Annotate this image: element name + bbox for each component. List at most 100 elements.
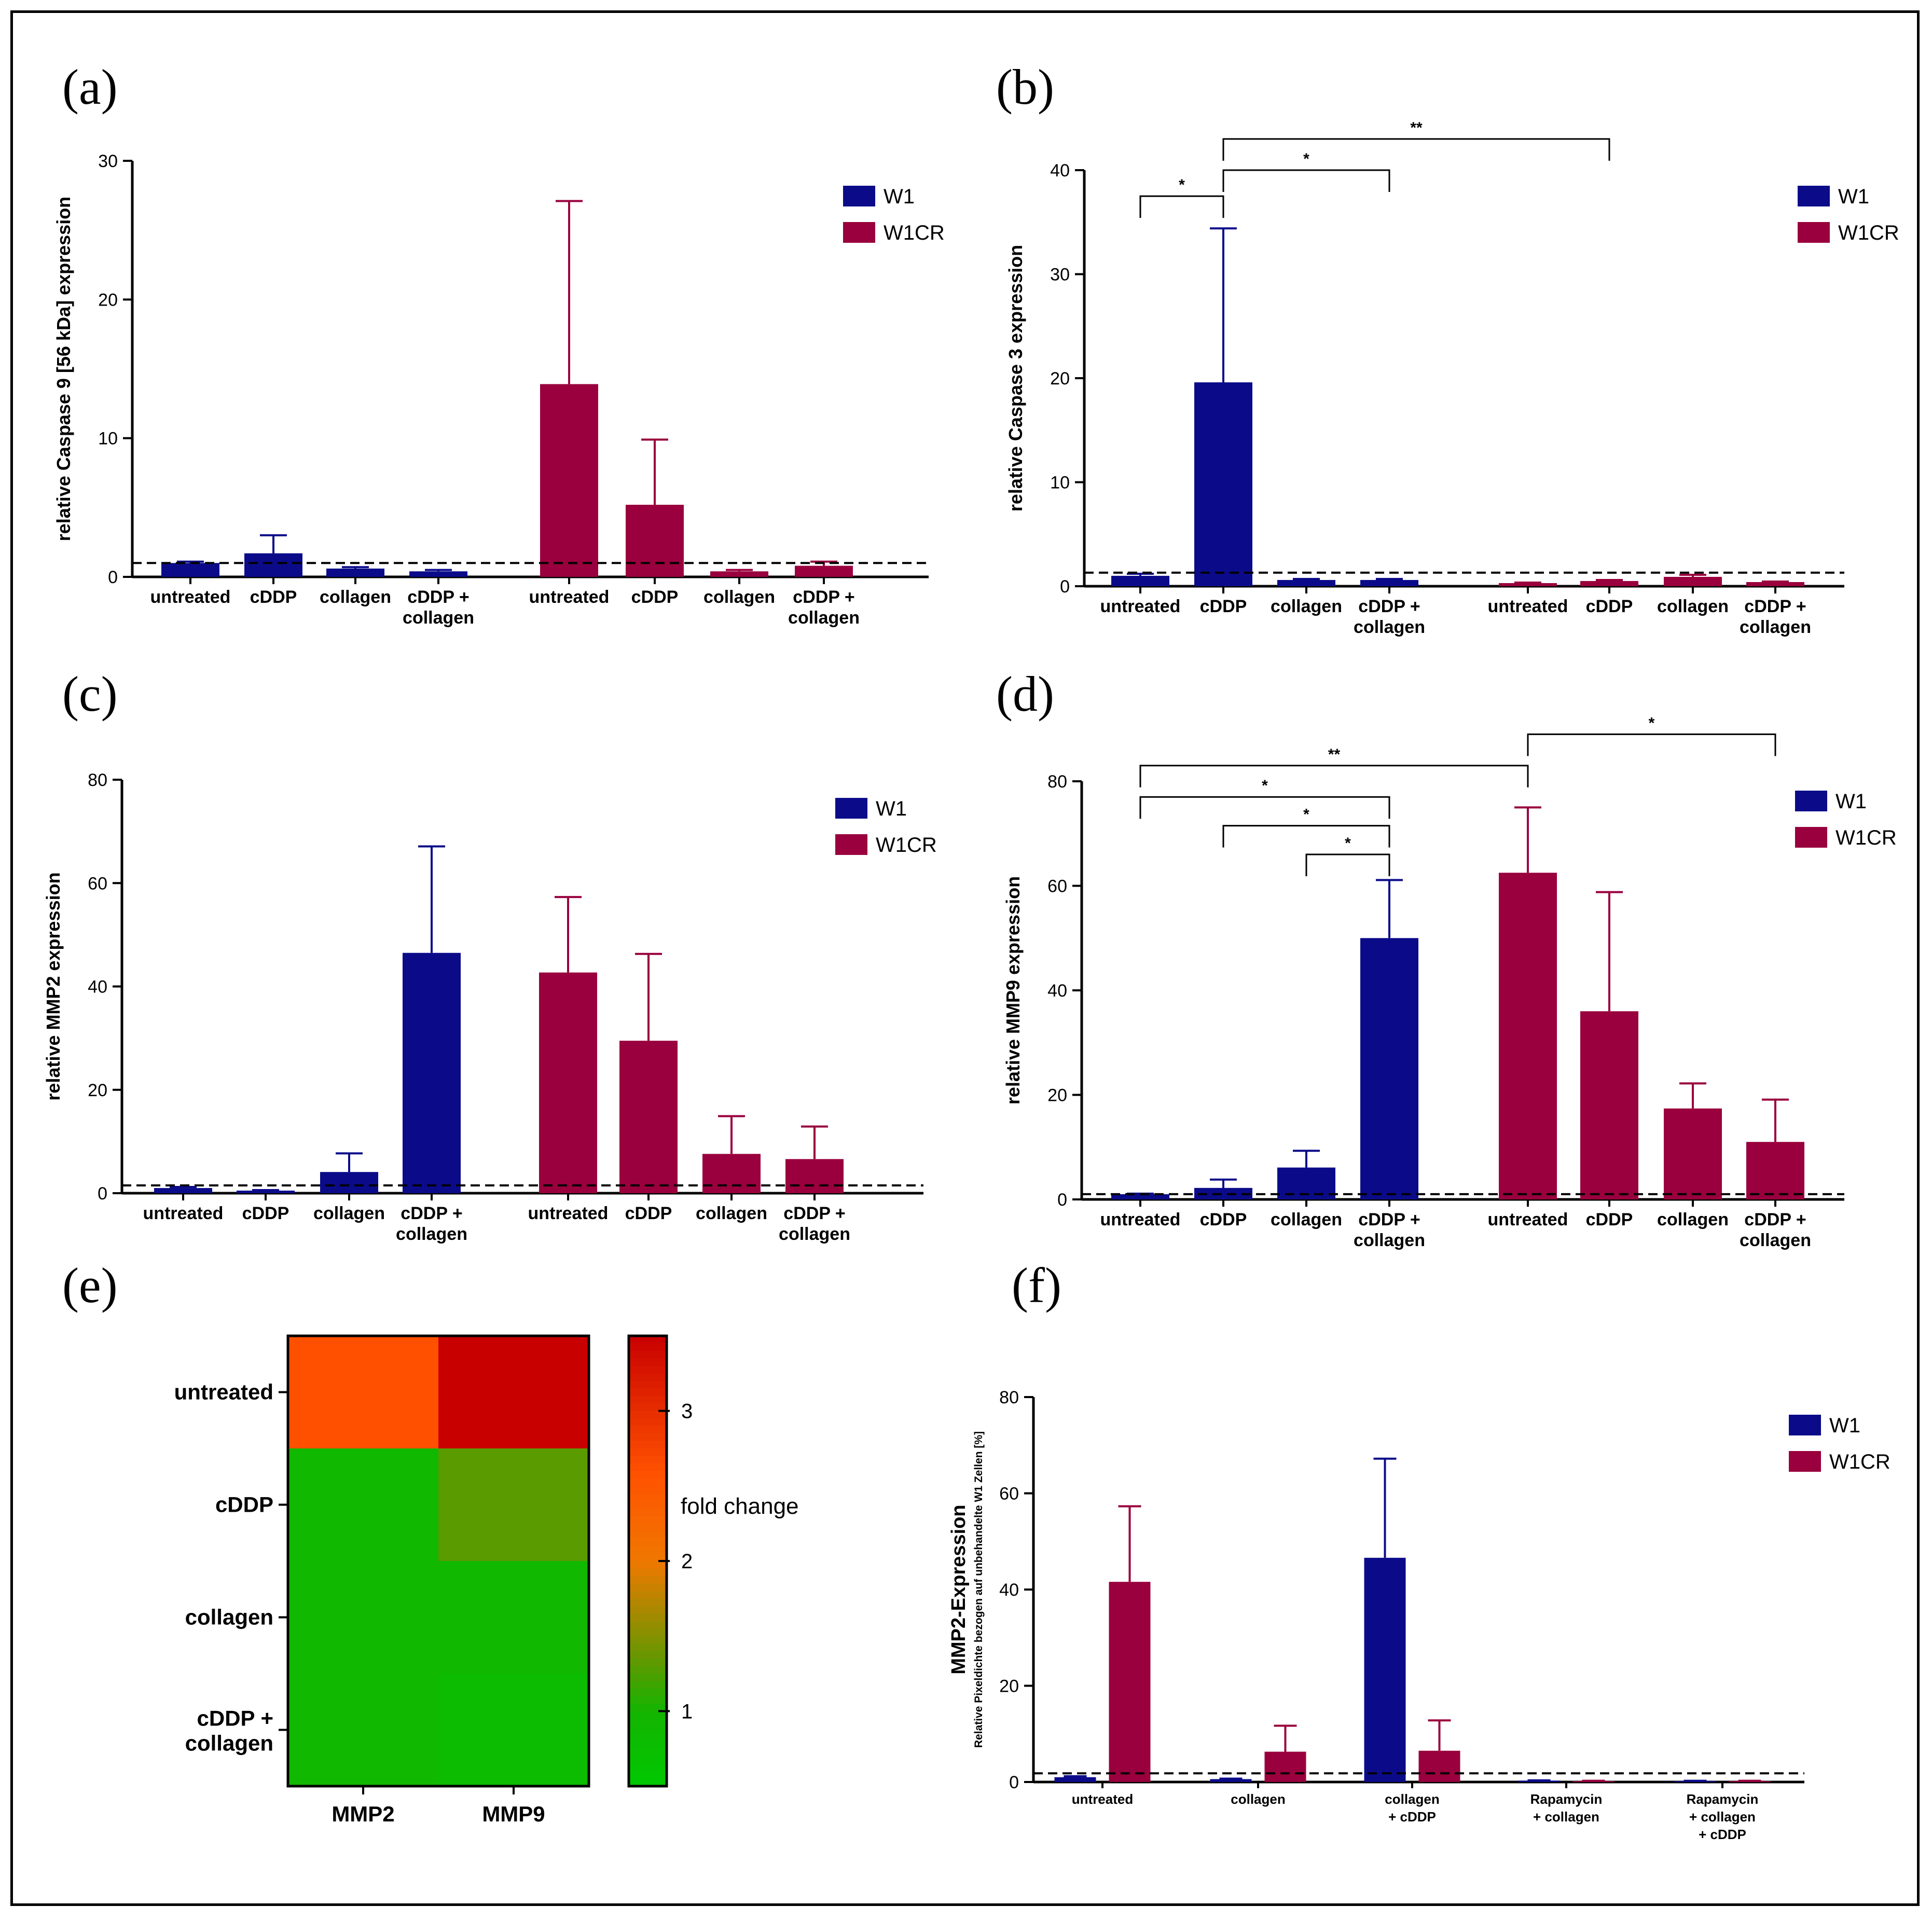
- x-tick-label-line: cDDP +: [1358, 1210, 1420, 1230]
- colorbar-segment: [629, 1711, 667, 1719]
- colorbar-segment: [629, 1448, 667, 1457]
- heatmap-row-label-line: cDDP: [215, 1493, 273, 1517]
- colorbar-segment: [629, 1516, 667, 1524]
- y-tick-label: 20: [98, 290, 118, 310]
- x-tick-label-line: cDDP +: [1744, 597, 1806, 616]
- bar-w1cr: [619, 1041, 678, 1193]
- x-tick-label-line: cDDP +: [1358, 597, 1420, 616]
- x-tick-label-line: untreated: [528, 1204, 609, 1223]
- bar-w1: [1364, 1557, 1406, 1782]
- colorbar-segment: [629, 1659, 667, 1667]
- colorbar-segment: [629, 1396, 667, 1404]
- x-tick-label-line: cDDP: [1200, 597, 1247, 616]
- y-tick-label: 20: [1047, 1086, 1067, 1106]
- heatmap-border: [286, 1334, 590, 1788]
- bar-w1: [1360, 938, 1418, 1199]
- significance-label: *: [1303, 150, 1309, 168]
- colorbar-segment: [629, 1531, 667, 1539]
- y-tick-label: 20: [999, 1677, 1019, 1696]
- x-tick-label-line: collagen: [1231, 1791, 1285, 1807]
- colorbar-segment: [629, 1501, 667, 1509]
- colorbar-segment: [629, 1426, 667, 1434]
- x-tick-label-line: cDDP: [1586, 597, 1633, 616]
- colorbar-segment: [629, 1553, 667, 1562]
- heatmap-row-label-line: collagen: [185, 1605, 273, 1629]
- colorbar-segment: [629, 1343, 667, 1351]
- x-tick-label-line: collagen: [1271, 597, 1342, 616]
- panel-b: (b) 0 10 20 30 40 relative Caspase 3 expressio…: [996, 59, 1899, 637]
- x-tick-label: collagen: [1231, 1791, 1285, 1807]
- panel-label: (c): [62, 666, 118, 722]
- colorbar-segment: [629, 1365, 667, 1374]
- significance-label: *: [1262, 777, 1268, 794]
- legend-label-w1: W1: [1836, 790, 1867, 813]
- colorbar-segment: [629, 1463, 667, 1472]
- x-tick-label-line: cDDP: [625, 1204, 672, 1223]
- significance-label: *: [1303, 806, 1309, 823]
- y-tick-label: 40: [88, 977, 107, 997]
- bar-w1: [1210, 1779, 1252, 1782]
- colorbar-segment: [629, 1636, 667, 1645]
- y-axis-label: relative MMP9 expression: [1002, 876, 1024, 1104]
- x-tick-label-line: cDDP +: [407, 587, 469, 607]
- significance-bracket: [1527, 733, 1776, 756]
- x-tick-label-line: Rapamycin: [1530, 1791, 1603, 1807]
- x-tick-label-line: collagen: [1657, 597, 1729, 616]
- x-tick-label: cDDP + collagen: [403, 587, 474, 628]
- colorbar-segment: [629, 1748, 667, 1757]
- figure-frame: [10, 10, 1920, 1906]
- x-tick-label-line: collagen: [403, 608, 474, 628]
- heatmap-cell: [438, 1336, 589, 1448]
- x-tick-label-line: collagen: [1385, 1791, 1439, 1807]
- bar-w1: [403, 952, 461, 1193]
- significance-label: *: [1179, 176, 1185, 194]
- colorbar-segment: [629, 1471, 667, 1479]
- x-tick-label-line: collagen: [1354, 617, 1425, 637]
- colorbar-segment: [629, 1718, 667, 1727]
- bar-w1cr: [1746, 582, 1804, 586]
- x-tick-label-line: Rapamycin: [1687, 1791, 1759, 1807]
- colorbar-segment: [629, 1508, 667, 1517]
- colorbar-segment: [629, 1643, 667, 1652]
- x-tick-label-line: untreated: [150, 587, 231, 607]
- x-tick-label: cDDP + collagen: [1740, 597, 1811, 637]
- colorbar-segment: [629, 1674, 667, 1682]
- legend-label-w1: W1: [876, 797, 907, 820]
- heatmap-cell: [288, 1448, 438, 1561]
- legend-label-w1cr: W1CR: [1838, 222, 1899, 244]
- x-tick-label: cDDP + collagen: [779, 1204, 850, 1244]
- x-tick-label-line: collagen: [779, 1224, 850, 1244]
- y-tick-label: 30: [1050, 265, 1070, 285]
- x-tick-label-line: collagen: [1271, 1210, 1342, 1230]
- significance-label: *: [1649, 714, 1655, 731]
- bar-w1cr: [1499, 583, 1557, 586]
- legend-label-w1cr: W1CR: [1836, 826, 1897, 849]
- x-tick-label: collagen: [313, 1204, 385, 1223]
- significance-label: **: [1410, 119, 1423, 136]
- colorbar-segment: [629, 1576, 667, 1584]
- x-tick-label-line: cDDP: [631, 587, 679, 607]
- x-tick-label: cDDP + collagen: [788, 587, 860, 628]
- bar-w1: [1194, 1187, 1252, 1199]
- heatmap-cell: [288, 1561, 438, 1674]
- colorbar-segment: [629, 1681, 667, 1689]
- x-tick-label-line: cDDP +: [793, 587, 854, 607]
- panel-label: (b): [996, 59, 1054, 115]
- colorbar-segment: [629, 1538, 667, 1547]
- bar-w1cr: [702, 1154, 761, 1193]
- legend-swatch-w1cr: [835, 834, 867, 855]
- y-tick-label: 0: [1060, 577, 1070, 597]
- x-tick-label: collagen: [696, 1204, 767, 1223]
- y-axis-label: relative Caspase 3 expression: [1005, 245, 1026, 512]
- y-tick-label: 10: [1050, 473, 1070, 493]
- colorbar-segment: [629, 1688, 667, 1697]
- x-tick-label: cDDP + collagen: [396, 1204, 467, 1244]
- x-tick-label-line: cDDP +: [401, 1204, 462, 1223]
- colorbar-segment: [629, 1651, 667, 1660]
- x-tick-label-line: cDDP +: [783, 1204, 845, 1223]
- bar-w1: [1277, 579, 1335, 586]
- x-tick-label-line: untreated: [529, 587, 610, 607]
- significance-bracket: [1139, 765, 1529, 788]
- bar-w1: [161, 563, 219, 577]
- x-tick-label: cDDP: [625, 1204, 672, 1223]
